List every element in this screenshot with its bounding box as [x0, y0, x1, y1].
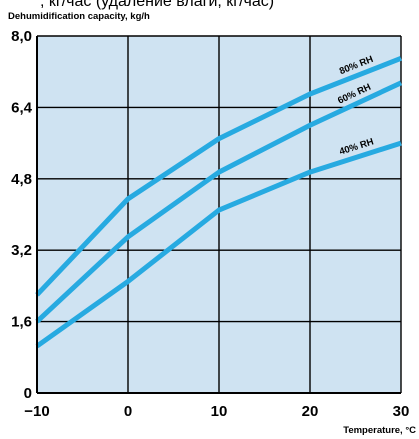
series-line-1 [35, 80, 403, 324]
x-tick-labels: −10 0 10 20 30 [24, 403, 409, 420]
y-tick-label-3: 4,8 [11, 171, 32, 188]
x-tick-label-0: −10 [24, 403, 49, 420]
x-tick-label-4: 30 [393, 403, 410, 420]
y-tick-label-0: 0 [24, 385, 32, 402]
x-axis-label: Temperature, °C [343, 425, 416, 436]
y-tick-label-2: 3,2 [11, 242, 32, 259]
series-line-2 [35, 140, 402, 349]
y-tick-label-1: 1,6 [11, 314, 32, 331]
y-tick-labels: 0 1,6 3,2 4,8 6,4 8,0 [11, 28, 33, 402]
chart-title: Dehumidification capacity, kg/h [8, 11, 150, 22]
series-line-0 [35, 55, 402, 297]
y-tick-label-5: 8,0 [11, 28, 32, 45]
x-tick-label-2: 10 [211, 403, 228, 420]
series-lines [35, 55, 403, 349]
y-tick-label-4: 6,4 [11, 99, 33, 116]
grid [37, 35, 402, 393]
x-tick-label-3: 20 [302, 403, 319, 420]
x-tick-label-1: 0 [124, 403, 132, 420]
top-caption: , кг/час (удаление влаги, кг/час) [40, 0, 274, 10]
